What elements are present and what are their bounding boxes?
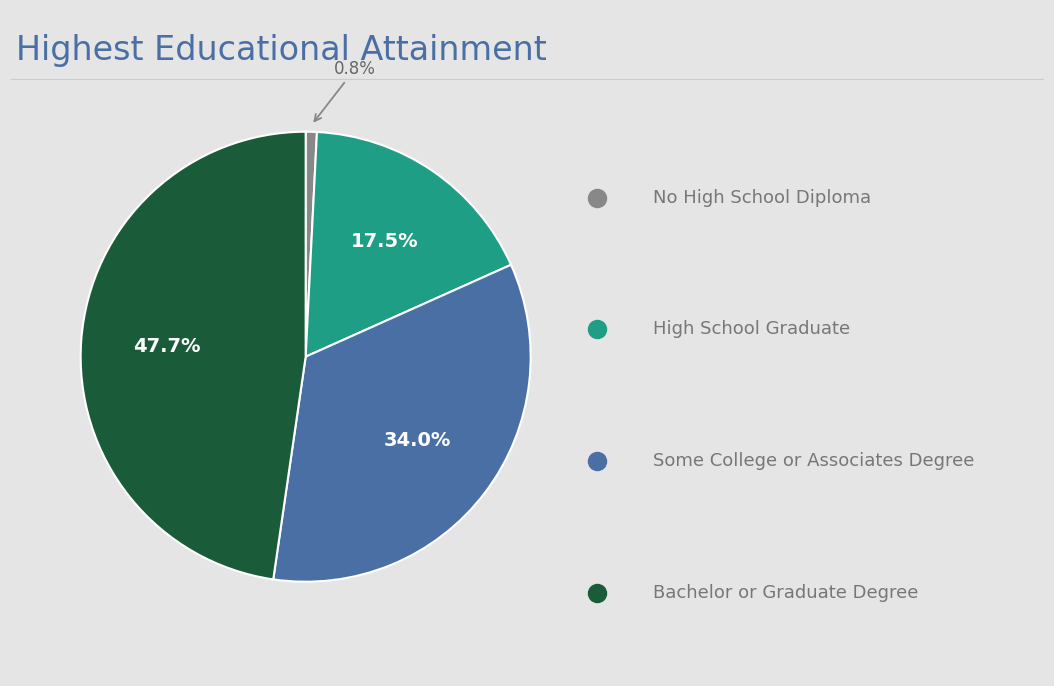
- Wedge shape: [81, 132, 306, 580]
- Text: 0.8%: 0.8%: [314, 60, 376, 121]
- Wedge shape: [306, 132, 317, 357]
- Text: Bachelor or Graduate Degree: Bachelor or Graduate Degree: [652, 584, 918, 602]
- Text: Highest Educational Attainment: Highest Educational Attainment: [16, 34, 547, 67]
- Text: High School Graduate: High School Graduate: [652, 320, 850, 338]
- Text: No High School Diploma: No High School Diploma: [652, 189, 871, 206]
- Text: Some College or Associates Degree: Some College or Associates Degree: [652, 452, 974, 470]
- Wedge shape: [306, 132, 511, 357]
- Text: 17.5%: 17.5%: [351, 232, 418, 251]
- Text: 47.7%: 47.7%: [133, 337, 200, 356]
- Text: 34.0%: 34.0%: [384, 431, 451, 450]
- Wedge shape: [273, 265, 530, 582]
